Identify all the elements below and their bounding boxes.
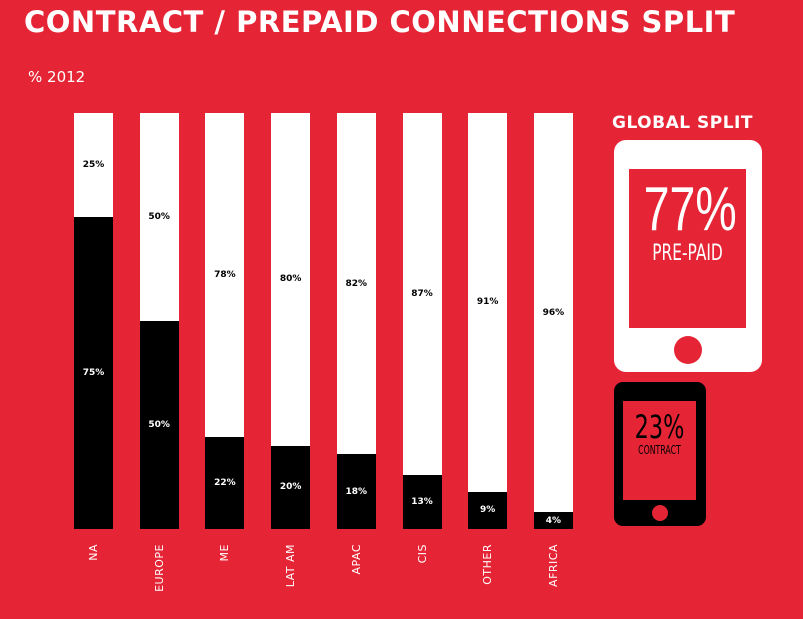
contract-segment: 18%: [336, 454, 376, 529]
contract-data-label: 50%: [148, 420, 170, 430]
contract-data-label: 4%: [545, 515, 562, 526]
category-label: AFRICA: [546, 544, 560, 587]
prepaid-data-label: 96%: [542, 307, 565, 318]
prepaid-segment: 80%: [271, 113, 311, 446]
prepaid-percent: 77%: [643, 175, 737, 244]
prepaid-phone-screen: 77% PRE-PAID: [629, 169, 746, 328]
prepaid-segment: 50%: [139, 113, 179, 321]
phone-home-button-icon: [674, 336, 702, 364]
contract-data-label: 9%: [480, 505, 496, 516]
contract-data-label: 13%: [411, 496, 433, 507]
contract-segment: 13%: [402, 474, 442, 529]
phone-home-button-icon: [652, 505, 668, 521]
chart-subtitle: % 2012: [28, 68, 86, 86]
category-label: APAC: [349, 544, 363, 575]
contract-data-label: 18%: [345, 486, 368, 497]
bar-lat-am: 20% 80%: [271, 113, 311, 529]
bar-europe: 50% 50%: [139, 113, 179, 529]
prepaid-data-label: 82%: [345, 278, 368, 289]
bar-na: 75% 25%: [74, 113, 113, 529]
prepaid-data-label: 91%: [476, 297, 499, 308]
prepaid-segment: 78%: [205, 113, 245, 438]
chart-title: CONTRACT / PREPAID CONNECTIONS SPLIT: [24, 5, 736, 39]
prepaid-segment: 87%: [402, 113, 442, 475]
prepaid-data-label: 78%: [214, 270, 236, 281]
category-label: LAT AM: [284, 544, 298, 588]
prepaid-phone-icon: 77% PRE-PAID: [614, 140, 762, 372]
category-label: ME: [218, 544, 232, 562]
prepaid-label: PRE-PAID: [652, 241, 723, 266]
prepaid-data-label: 87%: [411, 288, 433, 299]
contract-segment: 9%: [468, 491, 508, 529]
prepaid-segment: 91%: [468, 113, 508, 492]
category-label: NA: [87, 544, 100, 561]
prepaid-segment: 96%: [533, 113, 573, 513]
contract-segment: 4%: [533, 512, 573, 529]
contract-data-label: 20%: [279, 482, 302, 493]
bar-me: 22% 78%: [205, 113, 245, 529]
prepaid-data-label: 80%: [279, 274, 302, 285]
contract-data-label: 75%: [82, 368, 105, 378]
contract-segment: 22%: [205, 437, 245, 529]
category-label: CIS: [415, 544, 429, 564]
prepaid-segment: 82%: [336, 113, 376, 455]
prepaid-segment: 25%: [74, 113, 113, 217]
contract-segment: 50%: [139, 321, 179, 529]
contract-phone-icon: 23% CONTRACT: [614, 382, 706, 526]
contract-segment: 20%: [271, 445, 311, 529]
global-split-title: GLOBAL SPLIT: [612, 113, 753, 133]
contract-percent: 23%: [634, 408, 685, 446]
bar-other: 9% 91%: [468, 113, 508, 529]
contract-data-label: 22%: [214, 478, 236, 489]
prepaid-data-label: 25%: [82, 160, 105, 170]
category-label: OTHER: [481, 544, 495, 585]
bar-africa: 4% 96%: [533, 113, 573, 529]
contract-phone-screen: 23% CONTRACT: [623, 401, 696, 500]
contract-segment: 75%: [74, 217, 113, 529]
category-label: EUROPE: [152, 544, 166, 592]
bar-cis: 13% 87%: [402, 113, 442, 529]
bar-apac: 18% 82%: [336, 113, 376, 529]
contract-label: CONTRACT: [638, 443, 681, 457]
prepaid-data-label: 50%: [148, 212, 170, 222]
